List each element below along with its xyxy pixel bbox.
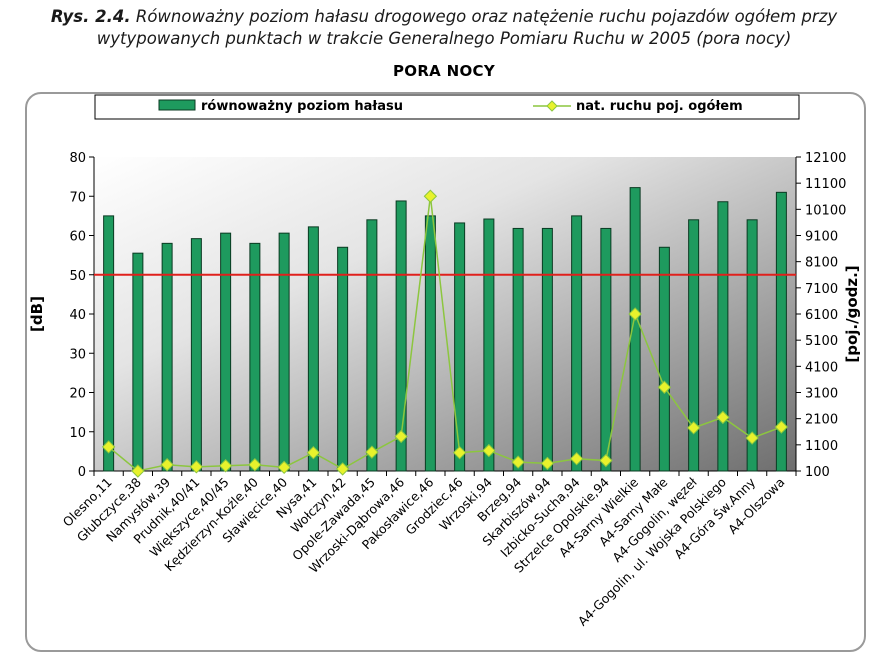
bar [132,252,144,472]
traffic-point [101,440,116,454]
right-tick-label: 8100 [805,256,838,271]
traffic-point [628,307,642,321]
figure-caption: Rys. 2.4. Równoważny poziom hałasu drogo… [0,6,888,50]
right-tick-label: 5100 [805,334,838,349]
traffic-point [131,464,145,478]
right-tick-label: 10100 [805,203,846,218]
bar [278,232,290,472]
traffic-point [482,443,496,458]
axes [89,156,801,476]
bar [658,246,670,472]
right-tick-label: 2100 [805,413,838,428]
left-tick-label: 10 [69,426,86,441]
left-tick-label: 40 [69,308,86,323]
bar [600,227,612,472]
bar [395,200,407,472]
plot-area [94,157,796,471]
left-tick-label: 20 [69,387,86,402]
right-tick-label: 11100 [805,177,846,192]
caption-line-1: Rys. 2.4. Równoważny poziom hałasu drogo… [0,6,888,28]
traffic-point [218,459,233,473]
traffic-point [657,380,672,394]
bar [337,246,349,472]
traffic-point [335,462,350,476]
traffic-point [423,189,438,203]
traffic-point [511,455,525,469]
bar [424,215,436,472]
bar [103,215,115,472]
left-tick-label: 30 [69,347,86,362]
bar [161,242,173,472]
plot-background [94,157,796,471]
caption-text-1: Równoważny poziom hałasu drogowego oraz … [135,7,838,26]
traffic-point [189,460,204,474]
bar [717,201,729,472]
bar [483,218,495,472]
bar [746,219,758,472]
left-tick-label: 60 [69,230,86,245]
left-tick-label: 70 [69,190,86,205]
legend-bar-label: równoważny poziom hałasu [201,99,403,114]
traffic-point [774,420,789,434]
axis-labels: 0 10 20 30 40 50 60 70 80 100 1100 2100 3100 4100 5100… [28,151,861,629]
left-tick-label: 50 [69,269,86,284]
chart-title: PORA NOCY [392,62,495,80]
traffic-point [716,410,730,425]
bar [220,232,232,472]
traffic-point [569,451,584,466]
bar [190,238,202,472]
traffic-point [394,429,408,444]
left-tick-label: 80 [69,151,86,166]
bar [307,226,319,472]
chart-frame [25,92,866,652]
bar [512,227,524,472]
caption-label: Rys. 2.4. [50,7,131,26]
y-axis-title: [dB] [28,296,46,332]
bar [775,191,787,472]
bar [571,215,583,472]
right-tick-label: 7100 [805,282,838,297]
right-tick-label: 100 [805,465,830,480]
bar-series [94,187,796,472]
bar [249,242,261,472]
caption-text-2: wytypowanych punktach w trakcie Generaln… [96,29,792,48]
legend-bar-swatch [158,99,196,111]
bar [541,227,553,472]
right-tick-label: 12100 [805,151,846,166]
bar [366,219,378,472]
traffic-point [160,458,174,472]
right-tick-label: 1100 [805,439,838,454]
right-tick-label: 6100 [805,308,838,323]
legend-line-marker [546,100,558,112]
traffic-point [599,453,613,468]
bar [629,187,641,472]
right-tick-label: 9100 [805,230,838,245]
traffic-point [306,445,321,460]
traffic-point [745,431,759,445]
traffic-point [540,456,555,471]
legend-line-label: nat. ruchu poj. ogółem [576,99,743,114]
left-tick-label: 0 [78,465,86,480]
bar [688,219,700,472]
traffic-point [452,445,467,460]
traffic-point [277,460,291,475]
bar [454,222,466,472]
y2-axis-title: [poj./godz.] [843,265,861,362]
right-tick-label: 4100 [805,360,838,375]
traffic-point [248,458,262,472]
traffic-point [365,445,379,459]
traffic-point [686,421,701,435]
legend-box [94,94,800,120]
line-series [101,189,789,478]
legend: równoważny poziom hałasu nat. ruchu poj. … [94,94,800,120]
right-tick-label: 3100 [805,387,838,402]
